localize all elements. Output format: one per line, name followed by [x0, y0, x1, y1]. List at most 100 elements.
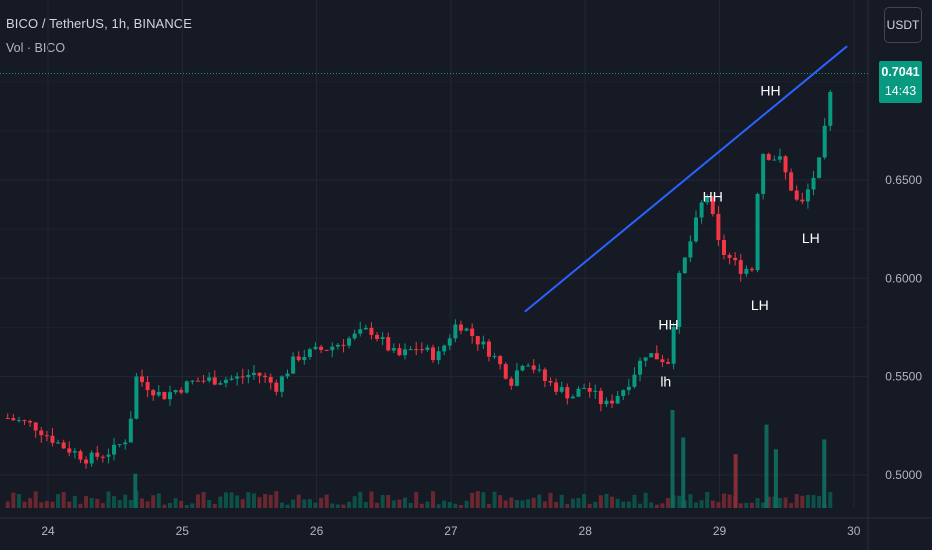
- annotation-lh: LH: [751, 297, 769, 313]
- candle-body: [794, 190, 799, 200]
- volume-bar: [475, 491, 480, 508]
- candle-body: [828, 91, 833, 126]
- volume-bar: [156, 493, 161, 508]
- volume-bar: [626, 501, 631, 508]
- candle-body: [184, 381, 189, 393]
- candle-body: [61, 442, 66, 449]
- volume-bar: [5, 501, 10, 508]
- volume-bar: [403, 497, 408, 508]
- candle-body: [660, 359, 665, 363]
- candle-body: [330, 346, 335, 351]
- volume-bar: [117, 499, 122, 508]
- volume-bar: [201, 491, 206, 508]
- candle-body: [67, 448, 72, 453]
- candle-body: [604, 400, 609, 405]
- candle-body: [442, 345, 447, 352]
- candle-body: [240, 376, 245, 378]
- volume-bar: [173, 498, 178, 508]
- volume-bar-spike: [670, 410, 675, 508]
- volume-bar: [520, 500, 525, 508]
- volume-bar: [291, 499, 296, 508]
- volume-bar: [688, 494, 693, 508]
- volume-bar: [380, 495, 385, 508]
- candle-body: [632, 374, 637, 387]
- volume-bar: [16, 494, 21, 508]
- volume-bar: [705, 492, 710, 508]
- candle-body: [554, 382, 559, 392]
- candle-body: [621, 390, 626, 396]
- volume-bar: [761, 502, 766, 508]
- candle-body: [565, 387, 570, 399]
- volume-bar: [811, 495, 816, 508]
- candle-body: [626, 386, 631, 391]
- volume-bar: [162, 504, 167, 508]
- volume-bar: [582, 493, 587, 508]
- candle-body: [296, 356, 301, 361]
- annotation-hh: HH: [703, 189, 723, 205]
- candle-body: [251, 372, 256, 376]
- volume-bar: [615, 498, 620, 508]
- candle-body: [587, 387, 592, 392]
- candle-body: [56, 442, 61, 444]
- volume-bar: [430, 491, 435, 508]
- candle-body: [643, 357, 648, 361]
- candle-body: [498, 356, 503, 365]
- candle-body: [772, 159, 777, 161]
- volume-bar: [526, 499, 531, 508]
- time-tick-label: 27: [444, 524, 458, 538]
- volume-bar: [587, 503, 592, 508]
- currency-button[interactable]: USDT: [884, 7, 922, 43]
- candle-body: [156, 391, 161, 396]
- candle-body: [319, 346, 324, 350]
- volume-bar: [84, 495, 89, 508]
- volume-bar: [167, 502, 172, 508]
- candle-body: [151, 390, 156, 396]
- candle-body: [677, 272, 682, 327]
- volume-indicator-label[interactable]: Vol · BICO: [6, 41, 66, 55]
- candle-body: [526, 365, 531, 367]
- volume-bar: [777, 497, 782, 508]
- candle-body: [453, 324, 458, 339]
- candle-body: [352, 333, 357, 339]
- candle-body: [44, 435, 49, 437]
- volume-bar: [805, 494, 810, 508]
- volume-bar-spike: [764, 424, 769, 508]
- price-tick-label: 0.5500: [885, 370, 922, 384]
- candle-body: [341, 344, 346, 346]
- candle-body: [391, 348, 396, 351]
- candle-body: [475, 336, 480, 345]
- candle-body: [89, 452, 94, 464]
- candle-body: [666, 362, 671, 364]
- volume-bar: [72, 495, 77, 508]
- volume-bar: [112, 496, 117, 508]
- volume-bar: [458, 504, 463, 508]
- candle-body: [481, 341, 486, 345]
- time-tick-label: 28: [579, 524, 593, 538]
- volume-bar: [514, 500, 519, 508]
- volume-bar: [453, 503, 458, 508]
- candle-body: [403, 349, 408, 356]
- annotation-hh: HH: [760, 82, 780, 98]
- volume-bar: [649, 502, 654, 508]
- candle-body: [223, 379, 228, 384]
- volume-bar: [257, 497, 262, 508]
- candle-body: [28, 421, 33, 423]
- volume-bar: [263, 494, 268, 508]
- annotation-lh: LH: [802, 230, 820, 246]
- volume-bar: [190, 503, 195, 508]
- candle-body: [134, 376, 139, 419]
- candle-body: [721, 239, 726, 255]
- candle-body: [195, 380, 200, 382]
- candle-body: [414, 349, 419, 351]
- volume-bar: [503, 500, 508, 508]
- volume-bar: [509, 497, 514, 508]
- candle-body: [548, 380, 553, 383]
- volume-bar: [783, 497, 788, 508]
- volume-bar: [386, 495, 391, 508]
- trendline: [524, 45, 848, 313]
- volume-bar: [313, 502, 318, 508]
- candle-body: [419, 349, 424, 351]
- volume-bar: [302, 499, 307, 508]
- volume-bar: [442, 500, 447, 508]
